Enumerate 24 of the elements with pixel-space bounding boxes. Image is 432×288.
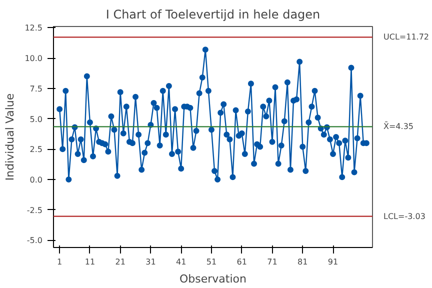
x-tick-label: 81 <box>298 258 308 266</box>
x-tick-label: 21 <box>115 258 126 266</box>
x-tick-label: 31 <box>146 258 156 266</box>
y-tick-label: 10.0 <box>24 54 42 64</box>
y-tick-label: 7.5 <box>30 84 43 94</box>
ref-line-label: LCL=-3.03 <box>384 212 426 221</box>
x-tick-label: 61 <box>236 258 247 266</box>
ref-line-label: X̄=4.35 <box>384 122 414 132</box>
y-tick-label: 12.5 <box>24 24 42 33</box>
y-tick-label: 5.0 <box>30 114 43 124</box>
x-tick-label: 71 <box>267 258 278 266</box>
x-tick-label: 1 <box>57 258 62 266</box>
x-axis-title: Observation <box>180 272 247 286</box>
x-tick-label: 51 <box>206 258 217 266</box>
y-tick-label: 2.5 <box>30 145 43 154</box>
y-tick-label: -2.5 <box>26 206 42 215</box>
y-axis-title: Individual Value <box>4 93 17 181</box>
x-tick-label: 91 <box>328 258 338 266</box>
chart-title: I Chart of Toelevertijd in hele dagen <box>106 8 320 22</box>
y-tick-label: -5.0 <box>26 236 42 246</box>
y-tick-label: 0.0 <box>30 176 43 184</box>
x-tick-label: 41 <box>176 258 186 266</box>
ref-line-label: UCL=11.72 <box>384 32 430 42</box>
x-tick-label: 11 <box>84 258 96 266</box>
